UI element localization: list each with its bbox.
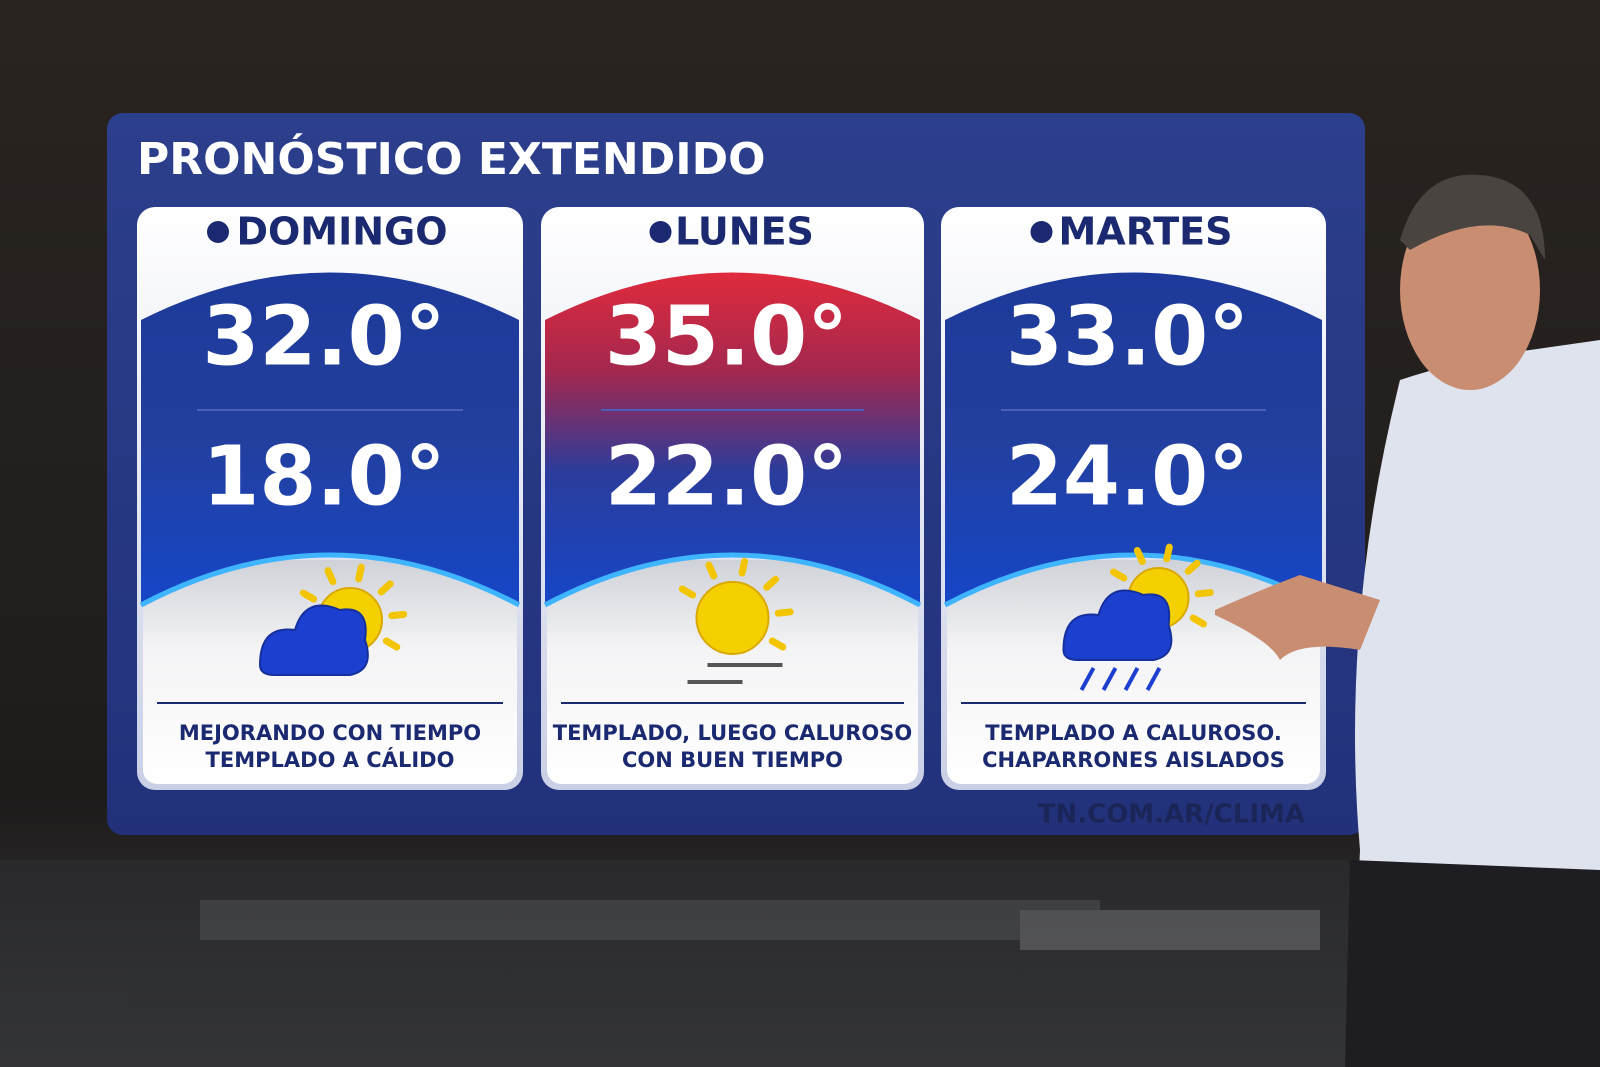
min-temp: 22.0° <box>605 429 848 524</box>
card-body <box>545 272 920 605</box>
sun-ray <box>1189 614 1208 628</box>
sun-ray <box>324 567 337 586</box>
sun-ray <box>774 608 794 617</box>
sun <box>695 581 770 655</box>
day-check <box>649 221 672 243</box>
max-temp: 33.0° <box>1006 289 1249 384</box>
rain <box>1123 667 1140 691</box>
card-arc <box>943 552 1324 608</box>
description: TEMPLADO A CÁLIDO <box>206 747 455 772</box>
cloud <box>258 604 369 676</box>
card-arc <box>139 552 521 608</box>
card-body <box>141 272 519 605</box>
day-name: MARTES <box>1058 210 1232 254</box>
description: TEMPLADO A CALUROSO. <box>985 721 1282 745</box>
day-check <box>1030 221 1053 243</box>
rain <box>1145 667 1162 691</box>
day-card: DOMINGO 32.0° 18.0° MEJORANDO CON TIEMPOTEM… <box>137 207 523 790</box>
day-name: DOMINGO <box>236 210 447 254</box>
sun-ray <box>768 637 787 651</box>
description: TEMPLADO, LUEGO CALUROSO <box>553 721 912 745</box>
sun-ray <box>1184 559 1201 575</box>
sun-ray <box>1163 543 1173 563</box>
description: CHAPARRONES AISLADOS <box>982 748 1285 772</box>
sun-ray <box>763 575 780 591</box>
footer-url: TN.COM.AR/CLIMA <box>1038 800 1305 830</box>
street <box>0 860 1600 1067</box>
rain <box>1079 667 1096 691</box>
sun-ray <box>382 637 401 651</box>
description: CON BUEN TIEMPO <box>622 748 843 772</box>
day-check <box>207 221 229 243</box>
sun-ray <box>299 589 318 603</box>
min-temp: 18.0° <box>202 429 445 524</box>
sun-ray <box>1109 568 1128 582</box>
sun-ray <box>705 561 718 580</box>
rain <box>1101 667 1118 691</box>
max-temp: 35.0° <box>605 289 848 384</box>
day-card: LUNES 35.0° 22.0° TEMPLADO, LUEGO CALUROSO C… <box>541 207 924 790</box>
sun-ray <box>355 563 365 583</box>
description: MEJORANDO CON TIEMPO <box>179 721 481 745</box>
panel-title: PRONÓSTICO EXTENDIDO <box>137 132 766 185</box>
sun-ray <box>377 580 394 596</box>
card-body <box>945 272 1322 605</box>
min-temp: 24.0° <box>1006 429 1249 524</box>
day-name: LUNES <box>675 210 814 254</box>
sun-ray <box>388 610 408 620</box>
card-foot <box>547 560 918 784</box>
max-temp: 32.0° <box>202 289 445 384</box>
cloud <box>1062 589 1173 661</box>
sun-ray <box>1194 589 1214 598</box>
sun-ray <box>678 585 697 599</box>
presenter <box>1215 174 1600 1067</box>
card-arc <box>543 552 922 608</box>
day-card: MARTES 33.0° 24.0° TEMPLADO A CALUROSO. CHAP… <box>941 207 1326 790</box>
sun-ray <box>738 557 749 577</box>
sun-ray <box>1133 546 1146 565</box>
